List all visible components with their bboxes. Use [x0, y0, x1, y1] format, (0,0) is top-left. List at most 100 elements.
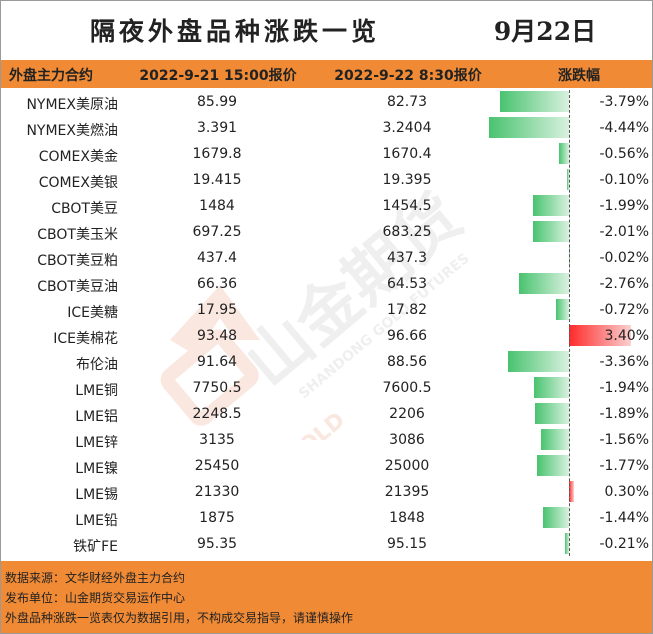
change-bar [555, 299, 569, 320]
change-percent: -1.77% [599, 458, 649, 474]
prev-price: 437.4 [196, 250, 238, 266]
table-row: 铁矿FE 95.35 95.15 -0.21% [0, 532, 653, 558]
prev-price: 1484 [199, 198, 235, 214]
change-bar [532, 195, 569, 216]
footer: 数据来源：文华财经外盘主力合约 发布单位：山金期货交易运作中心 外盘品种涨跌一览… [1, 561, 652, 633]
change-percent: -2.76% [599, 276, 649, 292]
change-bar [565, 533, 569, 554]
curr-price: 1454.5 [382, 198, 432, 214]
table-header: 外盘主力合约 2022-9-21 15:00报价 2022-9-22 8:30报… [1, 60, 652, 88]
contract-name: 布伦油 [76, 357, 118, 373]
prev-price: 25450 [194, 458, 240, 474]
footer-source: 数据来源：文华财经外盘主力合约 [5, 571, 186, 585]
change-percent: -1.44% [599, 510, 649, 526]
contract-name: LME锌 [75, 435, 118, 451]
title-bar: 隔夜外盘品种涨跌一览 9月22日 [0, 0, 653, 60]
table-row: ICE美糖 17.95 17.82 -0.72% [0, 298, 653, 324]
table-row: CBOT美豆 1484 1454.5 -1.99% [0, 194, 653, 220]
curr-price: 3086 [389, 432, 425, 448]
curr-price: 64.53 [386, 276, 428, 292]
prev-price: 697.25 [192, 224, 242, 240]
change-percent: -3.79% [599, 94, 649, 110]
change-bar [519, 273, 569, 294]
table-row: LME锡 21330 21395 0.30% [0, 480, 653, 506]
prev-price: 21330 [194, 484, 240, 500]
contract-name: ICE美棉花 [53, 331, 118, 347]
change-percent: -1.89% [599, 406, 649, 422]
contract-name: COMEX美银 [38, 175, 118, 191]
contract-name: CBOT美豆 [51, 201, 118, 217]
contract-name: COMEX美金 [38, 149, 118, 165]
prev-price: 1679.8 [192, 146, 242, 162]
change-bar [567, 169, 569, 190]
prev-price: 95.35 [196, 536, 238, 552]
table-row: 布伦油 91.64 88.56 -3.36% [0, 350, 653, 376]
contract-name: CBOT美豆粕 [37, 253, 118, 269]
contract-name: LME镍 [75, 461, 118, 477]
curr-price: 3.2404 [382, 120, 432, 136]
prev-price: 7750.5 [192, 380, 242, 396]
curr-price: 7600.5 [382, 380, 432, 396]
prev-price: 91.64 [196, 354, 238, 370]
prev-price: 19.415 [192, 172, 242, 188]
contract-name: LME铝 [75, 409, 118, 425]
prev-price: 3.391 [196, 120, 238, 136]
footer-publisher: 发布单位：山金期货交易运作中心 [5, 591, 186, 605]
change-percent: -4.44% [599, 120, 649, 136]
prev-price: 3135 [199, 432, 235, 448]
table-row: COMEX美银 19.415 19.395 -0.10% [0, 168, 653, 194]
prev-price: 2248.5 [192, 406, 242, 422]
change-percent: -2.01% [599, 224, 649, 240]
curr-price: 19.395 [382, 172, 432, 188]
change-percent: -0.56% [599, 146, 649, 162]
change-bar [536, 455, 569, 476]
curr-price: 82.73 [386, 94, 428, 110]
footer-disclaimer: 外盘品种涨跌一览表仅为数据引用，不构成交易指导，请谨慎操作 [5, 611, 354, 625]
column-header-prev-price: 2022-9-21 15:00报价 [139, 68, 297, 84]
table-row: LME铜 7750.5 7600.5 -1.94% [0, 376, 653, 402]
change-percent: -0.02% [599, 250, 649, 266]
change-percent: -0.10% [599, 172, 649, 188]
column-header-change: 涨跌幅 [558, 68, 600, 84]
prev-price: 17.95 [196, 302, 238, 318]
change-bar [488, 117, 569, 138]
contract-name: LME锡 [75, 487, 118, 503]
table-row: LME铝 2248.5 2206 -1.89% [0, 402, 653, 428]
table-row: CBOT美豆油 66.36 64.53 -2.76% [0, 272, 653, 298]
curr-price: 88.56 [386, 354, 428, 370]
contract-name: CBOT美豆油 [37, 279, 118, 295]
curr-price: 17.82 [386, 302, 428, 318]
page-title: 隔夜外盘品种涨跌一览 [89, 17, 380, 46]
change-bar [542, 507, 569, 528]
table-row: CBOT美玉米 697.25 683.25 -2.01% [0, 220, 653, 246]
curr-price: 2206 [389, 406, 425, 422]
curr-price: 1848 [389, 510, 425, 526]
change-percent: -0.21% [599, 536, 649, 552]
table-row: ICE美棉花 93.48 96.66 3.40% [0, 324, 653, 350]
zero-axis [569, 90, 570, 556]
change-percent: -1.56% [599, 432, 649, 448]
table-row: LME铅 1875 1848 -1.44% [0, 506, 653, 532]
curr-price: 95.15 [386, 536, 428, 552]
contract-name: CBOT美玉米 [37, 227, 118, 243]
curr-price: 96.66 [386, 328, 428, 344]
prev-price: 93.48 [196, 328, 238, 344]
change-bar [540, 429, 569, 450]
contract-name: 铁矿FE [73, 539, 118, 555]
prev-price: 66.36 [196, 276, 238, 292]
prev-price: 1875 [199, 510, 235, 526]
table-row: CBOT美豆粕 437.4 437.3 -0.02% [0, 246, 653, 272]
change-percent: -1.99% [599, 198, 649, 214]
table-row: COMEX美金 1679.8 1670.4 -0.56% [0, 142, 653, 168]
table-row: NYMEX美原油 85.99 82.73 -3.79% [0, 90, 653, 116]
contract-name: LME铅 [75, 513, 118, 529]
column-header-contract: 外盘主力合约 [9, 68, 93, 84]
table-row: NYMEX美燃油 3.391 3.2404 -4.44% [0, 116, 653, 142]
change-percent: 0.30% [604, 484, 649, 500]
contract-name: ICE美糖 [67, 305, 118, 321]
curr-price: 683.25 [382, 224, 432, 240]
change-bar [534, 403, 569, 424]
contract-name: LME铜 [75, 383, 118, 399]
change-bar [508, 351, 569, 372]
curr-price: 25000 [384, 458, 430, 474]
